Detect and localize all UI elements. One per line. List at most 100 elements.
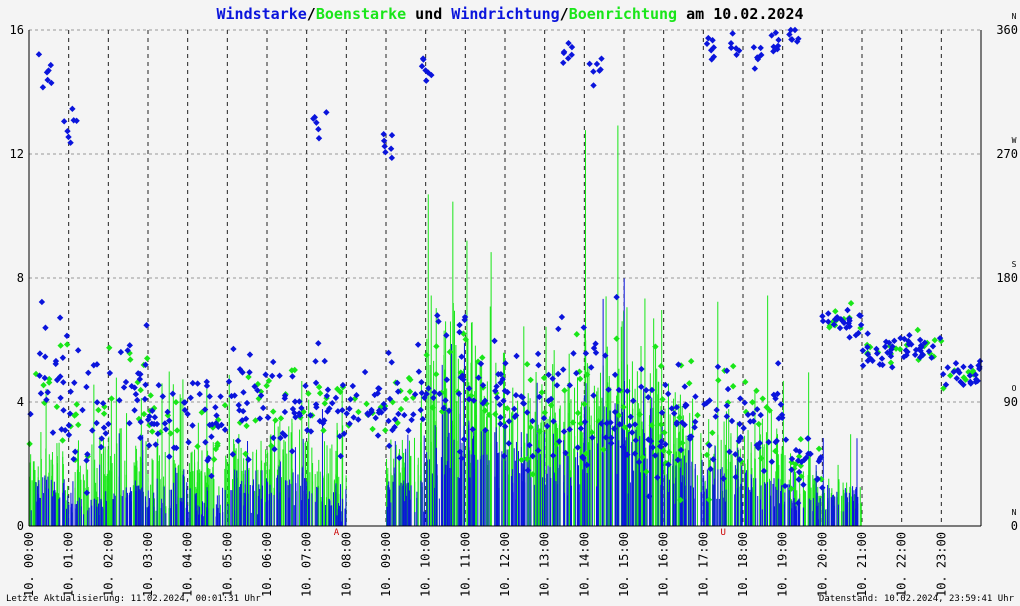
- direction-point: [350, 414, 357, 421]
- direction-point: [774, 360, 782, 367]
- direction-point: [662, 441, 669, 448]
- direction-point: [579, 454, 587, 462]
- x-tick-label: 10. 19:00: [776, 532, 790, 597]
- direction-point: [268, 442, 275, 450]
- x-tick-label: 10. 14:00: [577, 532, 591, 597]
- direction-point: [565, 39, 572, 47]
- direction-point: [481, 407, 489, 414]
- direction-point: [70, 455, 77, 463]
- direction-point: [592, 349, 600, 356]
- direction-point: [376, 385, 383, 392]
- direction-point: [127, 356, 134, 363]
- direction-point: [492, 410, 499, 418]
- direction-point: [149, 407, 156, 414]
- compass-label: S: [1012, 260, 1017, 269]
- direction-point: [329, 399, 336, 407]
- direction-point: [394, 388, 402, 395]
- x-tick-label: 10. 16:00: [657, 532, 671, 597]
- direction-point: [715, 377, 722, 384]
- direction-point: [846, 323, 853, 330]
- direction-point: [710, 456, 717, 463]
- direction-point: [795, 468, 803, 476]
- direction-point: [419, 415, 426, 423]
- direction-point: [759, 395, 766, 402]
- direction-point: [677, 496, 684, 504]
- direction-point: [134, 396, 141, 404]
- direction-point: [659, 396, 666, 403]
- direction-point: [38, 298, 46, 306]
- direction-point: [71, 448, 79, 455]
- direction-point: [864, 330, 871, 337]
- direction-point: [757, 411, 764, 419]
- direction-point: [381, 143, 388, 150]
- direction-point: [71, 379, 78, 386]
- direction-point: [66, 410, 74, 417]
- direction-point: [804, 435, 812, 442]
- direction-point: [753, 406, 761, 413]
- direction-point: [446, 348, 454, 356]
- direction-point: [527, 423, 534, 431]
- x-tick-label: 10. 00:00: [22, 532, 36, 597]
- direction-point: [694, 412, 701, 419]
- direction-point: [549, 375, 556, 382]
- direction-point: [541, 409, 549, 416]
- direction-point: [315, 383, 323, 391]
- direction-point: [682, 401, 689, 408]
- direction-point: [583, 461, 591, 469]
- y-right-tick-label: 0: [1011, 519, 1018, 533]
- direction-point: [257, 392, 265, 399]
- y-left-tick-label: 4: [17, 395, 24, 409]
- direction-point: [277, 434, 284, 442]
- direction-point: [422, 67, 429, 74]
- direction-point: [686, 380, 693, 387]
- direction-point: [60, 379, 67, 386]
- direction-point: [888, 346, 895, 353]
- direction-point: [166, 453, 173, 460]
- direction-point: [774, 45, 781, 53]
- direction-point: [52, 360, 59, 368]
- direction-point: [500, 397, 507, 405]
- direction-point: [830, 321, 838, 328]
- direction-point: [627, 413, 634, 421]
- y-right-tick-label: 360: [996, 23, 1018, 37]
- direction-point: [147, 392, 154, 399]
- direction-point: [520, 400, 528, 407]
- direction-point: [59, 437, 66, 444]
- direction-point: [324, 386, 332, 393]
- direction-point: [212, 420, 220, 427]
- direction-point: [729, 383, 737, 390]
- direction-point: [561, 387, 568, 394]
- direction-point: [363, 400, 370, 408]
- direction-point: [947, 372, 954, 379]
- direction-point: [602, 352, 609, 359]
- direction-point: [839, 318, 847, 325]
- direction-point: [645, 493, 653, 500]
- y-left-tick-label: 12: [10, 147, 24, 161]
- direction-point: [847, 300, 855, 307]
- direction-point: [382, 148, 389, 156]
- direction-point: [588, 364, 595, 371]
- direction-point: [645, 394, 652, 401]
- direction-point: [744, 411, 752, 418]
- direction-point: [857, 324, 864, 332]
- direction-point: [857, 312, 864, 320]
- direction-point: [788, 466, 795, 473]
- direction-point: [59, 354, 67, 361]
- direction-point: [46, 375, 53, 383]
- direction-point: [440, 404, 447, 412]
- direction-point: [414, 341, 422, 348]
- direction-point: [170, 444, 178, 451]
- direction-point: [928, 354, 935, 361]
- direction-point: [608, 440, 615, 447]
- direction-point: [582, 450, 590, 457]
- direction-point: [675, 361, 682, 368]
- direction-point: [647, 437, 655, 445]
- direction-point: [492, 387, 499, 395]
- direction-point: [687, 357, 695, 365]
- direction-point: [791, 26, 799, 34]
- compass-label: W: [1012, 136, 1017, 145]
- direction-point: [245, 456, 252, 463]
- y-right-tick-label: 90: [1004, 395, 1018, 409]
- direction-point: [624, 451, 631, 458]
- direction-point: [588, 429, 596, 436]
